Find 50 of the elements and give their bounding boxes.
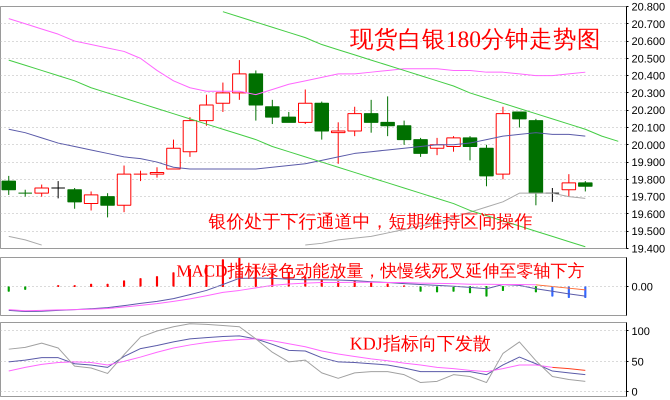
line-series — [8, 128, 586, 170]
y-tick-label: 19.600 — [632, 208, 666, 221]
y-tick-label: 19.500 — [632, 226, 666, 238]
y-tick-label: 19.900 — [632, 157, 666, 170]
candlestick — [396, 120, 412, 146]
line-series — [8, 335, 586, 376]
candlestick — [512, 111, 527, 128]
candlestick — [364, 99, 378, 134]
candlestick — [282, 111, 296, 123]
candlestick — [133, 170, 148, 182]
candlestick — [1, 175, 16, 196]
y-tick-label: 20.800 — [632, 2, 666, 14]
y-tick-label: 20.400 — [632, 70, 666, 83]
candlestick — [34, 184, 49, 198]
candlestick — [67, 188, 82, 210]
candlestick — [199, 94, 214, 126]
annotation: KDJ指标向下发散 — [350, 334, 491, 354]
y-tick-label: 50 — [632, 356, 644, 368]
candlestick — [562, 174, 576, 198]
candlestick — [150, 166, 164, 178]
y-tick-label: 100 — [632, 326, 650, 338]
candlestick — [216, 82, 230, 112]
y-tick-label: 20.200 — [632, 105, 666, 118]
y-tick-label: 0 — [632, 386, 638, 399]
candlestick — [84, 190, 98, 211]
candlestick — [330, 122, 346, 164]
candlestick — [380, 96, 395, 137]
ref-line-label: 0.00 — [632, 282, 653, 294]
text: 现货白银180分钟走势图 — [350, 27, 602, 54]
y-tick-label: 20.100 — [632, 122, 666, 134]
y-tick-label: 20.600 — [632, 36, 666, 48]
candlestick — [298, 88, 313, 125]
y-tick-label: 20.700 — [632, 18, 666, 31]
line-series — [8, 60, 586, 248]
candlestick — [462, 136, 478, 161]
y-tick-label: 19.800 — [632, 174, 666, 186]
y-tick-label: 20.000 — [632, 140, 666, 152]
candlestick — [578, 180, 593, 192]
candlestick — [50, 180, 66, 199]
y-tick-label: 19.400 — [632, 244, 666, 256]
candlestick — [265, 99, 280, 125]
candlestick — [100, 192, 115, 218]
y-tick-label: 19.700 — [632, 192, 666, 204]
candlestick — [232, 60, 247, 100]
candlestick — [413, 137, 428, 158]
candlestick — [166, 139, 181, 170]
y-tick-label: 20.300 — [632, 88, 666, 100]
candlestick — [347, 106, 362, 137]
line-series — [222, 11, 619, 142]
y-tick-label: 20.500 — [632, 53, 666, 66]
